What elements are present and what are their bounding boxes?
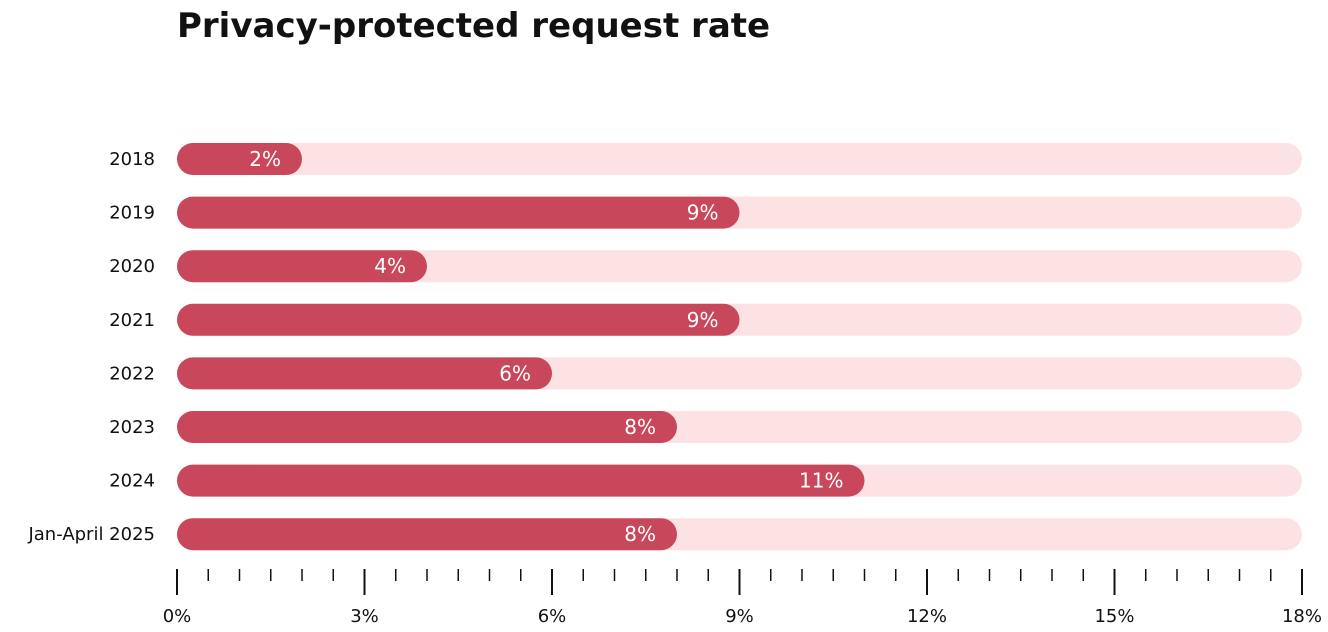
category-label: 2018 [109, 149, 155, 170]
x-axis: 0% 3% 6% 9% 12% 15% 18% [163, 569, 1322, 627]
bar [177, 464, 865, 497]
bar [177, 143, 302, 175]
x-tick-label: 12% [907, 606, 947, 627]
x-tick-label: 3% [350, 606, 379, 627]
category-label: 2019 [109, 203, 155, 224]
data-label: 8% [624, 415, 656, 439]
bar-track [177, 250, 1302, 283]
data-label: 4% [374, 254, 406, 278]
category-label: Jan-April 2025 [27, 524, 155, 545]
category-label: 2021 [109, 310, 155, 331]
data-label: 2% [249, 147, 281, 171]
x-tick-label: 6% [538, 606, 567, 627]
x-tick-label: 9% [725, 606, 754, 627]
category-label: 2020 [109, 256, 155, 277]
x-tick-label: 18% [1282, 606, 1322, 627]
category-label: 2024 [109, 471, 155, 492]
bar [177, 196, 740, 229]
bar [177, 411, 677, 443]
data-label: 9% [687, 201, 719, 225]
data-label: 9% [687, 308, 719, 332]
data-label: 11% [799, 469, 843, 493]
bar [177, 357, 552, 390]
bar-track [177, 143, 1302, 175]
data-label: 8% [624, 522, 656, 546]
category-label: 2022 [109, 363, 155, 384]
bars-group: 2018 2% 2019 9% 2020 4% 2021 9% 2022 6% 2023 8% 2024… [27, 143, 1302, 551]
x-tick-label: 0% [163, 606, 192, 627]
bar [177, 518, 677, 551]
bar [177, 303, 740, 336]
x-tick-label: 15% [1094, 606, 1134, 627]
bar [177, 250, 427, 283]
category-label: 2023 [109, 417, 155, 438]
data-label: 6% [499, 361, 531, 385]
chart-title: Privacy-protected request rate [177, 6, 770, 46]
